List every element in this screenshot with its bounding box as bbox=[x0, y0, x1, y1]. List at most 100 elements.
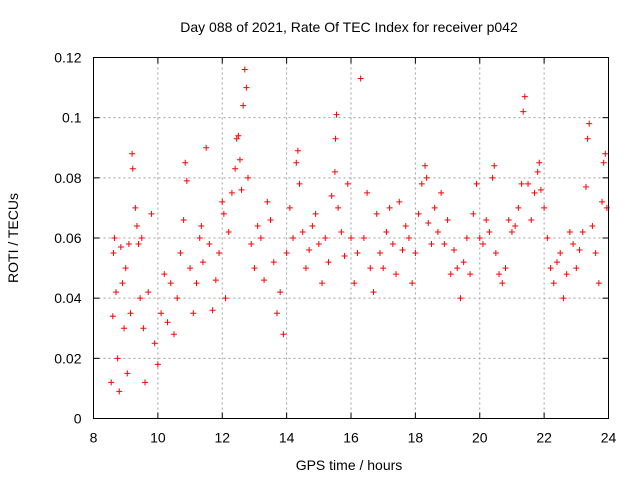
data-point bbox=[216, 250, 223, 257]
data-point bbox=[595, 280, 602, 287]
data-point bbox=[138, 235, 145, 241]
data-point bbox=[582, 183, 589, 190]
data-point bbox=[312, 210, 319, 217]
data-point bbox=[273, 310, 280, 317]
data-point bbox=[264, 198, 271, 205]
data-point bbox=[117, 244, 124, 251]
data-point bbox=[299, 228, 306, 235]
data-point bbox=[584, 135, 591, 142]
x-tick-label: 16 bbox=[343, 430, 359, 446]
data-point bbox=[332, 135, 339, 142]
x-tick-label: 18 bbox=[408, 430, 424, 446]
data-point bbox=[376, 250, 383, 257]
data-point bbox=[389, 241, 396, 248]
data-point bbox=[460, 259, 467, 266]
data-point bbox=[528, 216, 535, 223]
data-point bbox=[536, 159, 543, 166]
data-point bbox=[550, 280, 557, 287]
data-point bbox=[133, 222, 140, 229]
data-point bbox=[370, 289, 377, 296]
data-point bbox=[151, 340, 158, 347]
data-point bbox=[111, 235, 118, 241]
data-point bbox=[383, 228, 390, 235]
data-point bbox=[357, 75, 364, 82]
data-point bbox=[373, 210, 380, 217]
data-point bbox=[508, 228, 515, 235]
data-point bbox=[447, 271, 454, 278]
data-point bbox=[454, 265, 461, 272]
data-point bbox=[161, 271, 168, 278]
data-point bbox=[325, 259, 332, 266]
data-point bbox=[393, 271, 400, 278]
data-point bbox=[164, 319, 171, 326]
data-point bbox=[467, 271, 474, 278]
data-point bbox=[109, 313, 116, 320]
data-point bbox=[228, 189, 235, 196]
data-point bbox=[537, 186, 544, 193]
data-point bbox=[415, 210, 422, 217]
data-point bbox=[241, 66, 248, 73]
data-point bbox=[367, 265, 374, 272]
data-point bbox=[563, 271, 570, 278]
data-point bbox=[296, 180, 303, 187]
data-point bbox=[331, 168, 338, 175]
data-point bbox=[190, 310, 197, 317]
data-point bbox=[116, 388, 123, 395]
data-point bbox=[293, 159, 300, 166]
data-point bbox=[110, 250, 117, 257]
data-point bbox=[589, 222, 596, 229]
data-point bbox=[132, 204, 139, 211]
data-point bbox=[557, 250, 564, 257]
data-point bbox=[203, 144, 210, 151]
data-point bbox=[396, 198, 403, 205]
y-tick-labels: 0 0.02 0.04 0.06 0.08 0.1 0.12 bbox=[54, 50, 81, 427]
data-point bbox=[434, 228, 441, 235]
data-point bbox=[261, 277, 268, 284]
data-point bbox=[137, 295, 144, 302]
data-point bbox=[570, 241, 577, 248]
data-points bbox=[108, 66, 610, 395]
x-tick-label: 22 bbox=[536, 430, 552, 446]
data-point bbox=[140, 325, 147, 332]
data-point bbox=[335, 204, 342, 211]
data-point bbox=[290, 235, 297, 241]
data-point bbox=[438, 189, 445, 196]
data-point bbox=[451, 247, 457, 254]
data-point bbox=[209, 307, 216, 314]
data-point bbox=[418, 180, 425, 187]
data-point bbox=[483, 216, 490, 223]
data-point bbox=[280, 331, 287, 338]
data-point bbox=[236, 156, 243, 163]
data-point bbox=[251, 265, 258, 272]
data-point bbox=[463, 235, 470, 241]
data-point bbox=[248, 241, 255, 248]
data-point bbox=[220, 210, 227, 217]
data-point bbox=[599, 198, 606, 205]
x-tick-label: 20 bbox=[472, 430, 488, 446]
data-point bbox=[145, 289, 152, 296]
data-point bbox=[496, 271, 503, 278]
data-point bbox=[309, 222, 316, 229]
data-point bbox=[286, 204, 293, 211]
data-point bbox=[254, 222, 261, 229]
data-point bbox=[412, 250, 419, 257]
data-point bbox=[470, 210, 477, 217]
data-point bbox=[354, 250, 361, 257]
data-point bbox=[294, 147, 301, 154]
data-point bbox=[422, 162, 429, 169]
data-point bbox=[360, 235, 367, 241]
x-tick-label: 12 bbox=[214, 430, 230, 446]
data-point bbox=[219, 198, 226, 205]
data-point bbox=[232, 165, 239, 172]
data-point bbox=[183, 177, 190, 184]
axis-ticks bbox=[93, 57, 609, 419]
data-point bbox=[283, 250, 290, 257]
data-point bbox=[423, 174, 430, 181]
y-tick-label: 0.08 bbox=[54, 170, 81, 186]
data-point bbox=[124, 370, 131, 377]
data-point bbox=[277, 289, 284, 296]
x-tick-label: 10 bbox=[150, 430, 166, 446]
data-point bbox=[534, 168, 541, 175]
data-point bbox=[554, 259, 560, 266]
